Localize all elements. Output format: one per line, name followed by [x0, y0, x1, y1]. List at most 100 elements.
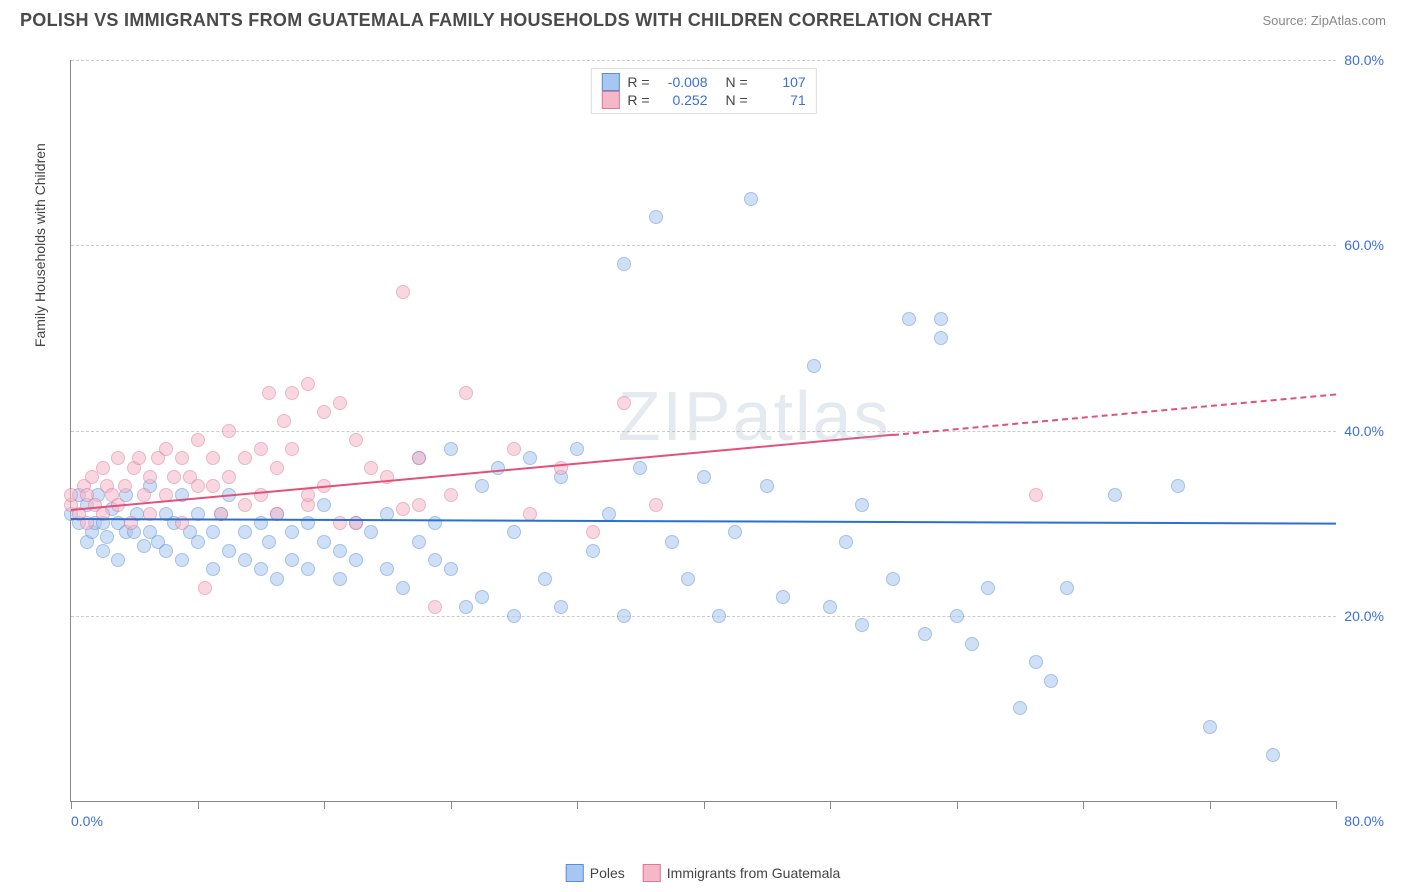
data-point-poles — [412, 535, 426, 549]
plot-area: ZIPatlas R =-0.008N =107R =0.252N =71 20… — [70, 60, 1336, 802]
data-point-poles — [254, 562, 268, 576]
chart-container: Family Households with Children ZIPatlas… — [50, 50, 1386, 832]
legend-swatch — [566, 864, 584, 882]
r-label: R = — [627, 92, 649, 108]
data-point-poles — [649, 210, 663, 224]
data-point-poles — [554, 600, 568, 614]
data-point-guatemala — [301, 377, 315, 391]
data-point-poles — [206, 525, 220, 539]
data-point-poles — [444, 442, 458, 456]
x-tick — [71, 801, 72, 809]
data-point-poles — [728, 525, 742, 539]
n-label: N = — [726, 74, 748, 90]
x-tick — [1083, 801, 1084, 809]
data-point-poles — [665, 535, 679, 549]
data-point-poles — [301, 562, 315, 576]
data-point-guatemala — [222, 470, 236, 484]
data-point-poles — [459, 600, 473, 614]
data-point-poles — [1044, 674, 1058, 688]
data-point-poles — [886, 572, 900, 586]
x-tick-label: 80.0% — [1344, 813, 1384, 829]
grid-line — [71, 431, 1336, 432]
data-point-poles — [364, 525, 378, 539]
data-point-poles — [100, 530, 114, 544]
data-point-poles — [317, 498, 331, 512]
data-point-poles — [285, 553, 299, 567]
data-point-poles — [1108, 488, 1122, 502]
data-point-poles — [538, 572, 552, 586]
data-point-poles — [285, 525, 299, 539]
r-value-poles: -0.008 — [658, 74, 708, 90]
y-tick-label: 20.0% — [1344, 608, 1384, 624]
data-point-poles — [270, 572, 284, 586]
data-point-poles — [333, 544, 347, 558]
data-point-poles — [570, 442, 584, 456]
chart-title: POLISH VS IMMIGRANTS FROM GUATEMALA FAMI… — [20, 10, 992, 31]
data-point-poles — [159, 544, 173, 558]
n-value-guatemala: 71 — [756, 92, 806, 108]
data-point-guatemala — [285, 442, 299, 456]
legend-swatch — [643, 864, 661, 882]
data-point-poles — [191, 535, 205, 549]
data-point-guatemala — [1029, 488, 1043, 502]
data-point-poles — [349, 553, 363, 567]
x-tick — [957, 801, 958, 809]
data-point-poles — [1029, 655, 1043, 669]
data-point-guatemala — [349, 433, 363, 447]
data-point-guatemala — [132, 451, 146, 465]
data-point-guatemala — [118, 479, 132, 493]
data-point-guatemala — [507, 442, 521, 456]
data-point-guatemala — [649, 498, 663, 512]
data-point-poles — [617, 257, 631, 271]
legend-stats: R =-0.008N =107R =0.252N =71 — [590, 68, 816, 114]
r-value-guatemala: 0.252 — [658, 92, 708, 108]
data-point-guatemala — [191, 479, 205, 493]
data-point-poles — [744, 192, 758, 206]
data-point-guatemala — [317, 405, 331, 419]
data-point-guatemala — [222, 424, 236, 438]
data-point-poles — [428, 553, 442, 567]
data-point-poles — [1060, 581, 1074, 595]
data-point-poles — [475, 479, 489, 493]
data-point-guatemala — [396, 502, 410, 516]
data-point-poles — [934, 331, 948, 345]
data-point-guatemala — [206, 451, 220, 465]
data-point-poles — [965, 637, 979, 651]
legend-series: Poles Immigrants from Guatemala — [566, 864, 841, 882]
data-point-poles — [491, 461, 505, 475]
data-point-poles — [934, 312, 948, 326]
data-point-guatemala — [364, 461, 378, 475]
data-point-poles — [1203, 720, 1217, 734]
legend-item: Poles — [566, 864, 625, 882]
data-point-poles — [475, 590, 489, 604]
data-point-guatemala — [428, 600, 442, 614]
x-tick — [577, 801, 578, 809]
data-point-poles — [760, 479, 774, 493]
data-point-poles — [222, 544, 236, 558]
data-point-guatemala — [412, 498, 426, 512]
legend-item: Immigrants from Guatemala — [643, 864, 841, 882]
data-point-guatemala — [301, 488, 315, 502]
data-point-guatemala — [206, 479, 220, 493]
data-point-poles — [981, 581, 995, 595]
data-point-guatemala — [270, 461, 284, 475]
data-point-guatemala — [586, 525, 600, 539]
data-point-poles — [175, 553, 189, 567]
data-point-poles — [507, 525, 521, 539]
data-point-poles — [776, 590, 790, 604]
data-point-guatemala — [111, 451, 125, 465]
data-point-poles — [523, 451, 537, 465]
x-tick — [451, 801, 452, 809]
data-point-poles — [507, 609, 521, 623]
n-label: N = — [726, 92, 748, 108]
data-point-poles — [1171, 479, 1185, 493]
data-point-poles — [1266, 748, 1280, 762]
legend-label: Poles — [590, 865, 625, 881]
data-point-guatemala — [444, 488, 458, 502]
data-point-poles — [712, 609, 726, 623]
data-point-guatemala — [262, 386, 276, 400]
data-point-guatemala — [412, 451, 426, 465]
data-point-guatemala — [459, 386, 473, 400]
data-point-poles — [633, 461, 647, 475]
data-point-guatemala — [198, 581, 212, 595]
